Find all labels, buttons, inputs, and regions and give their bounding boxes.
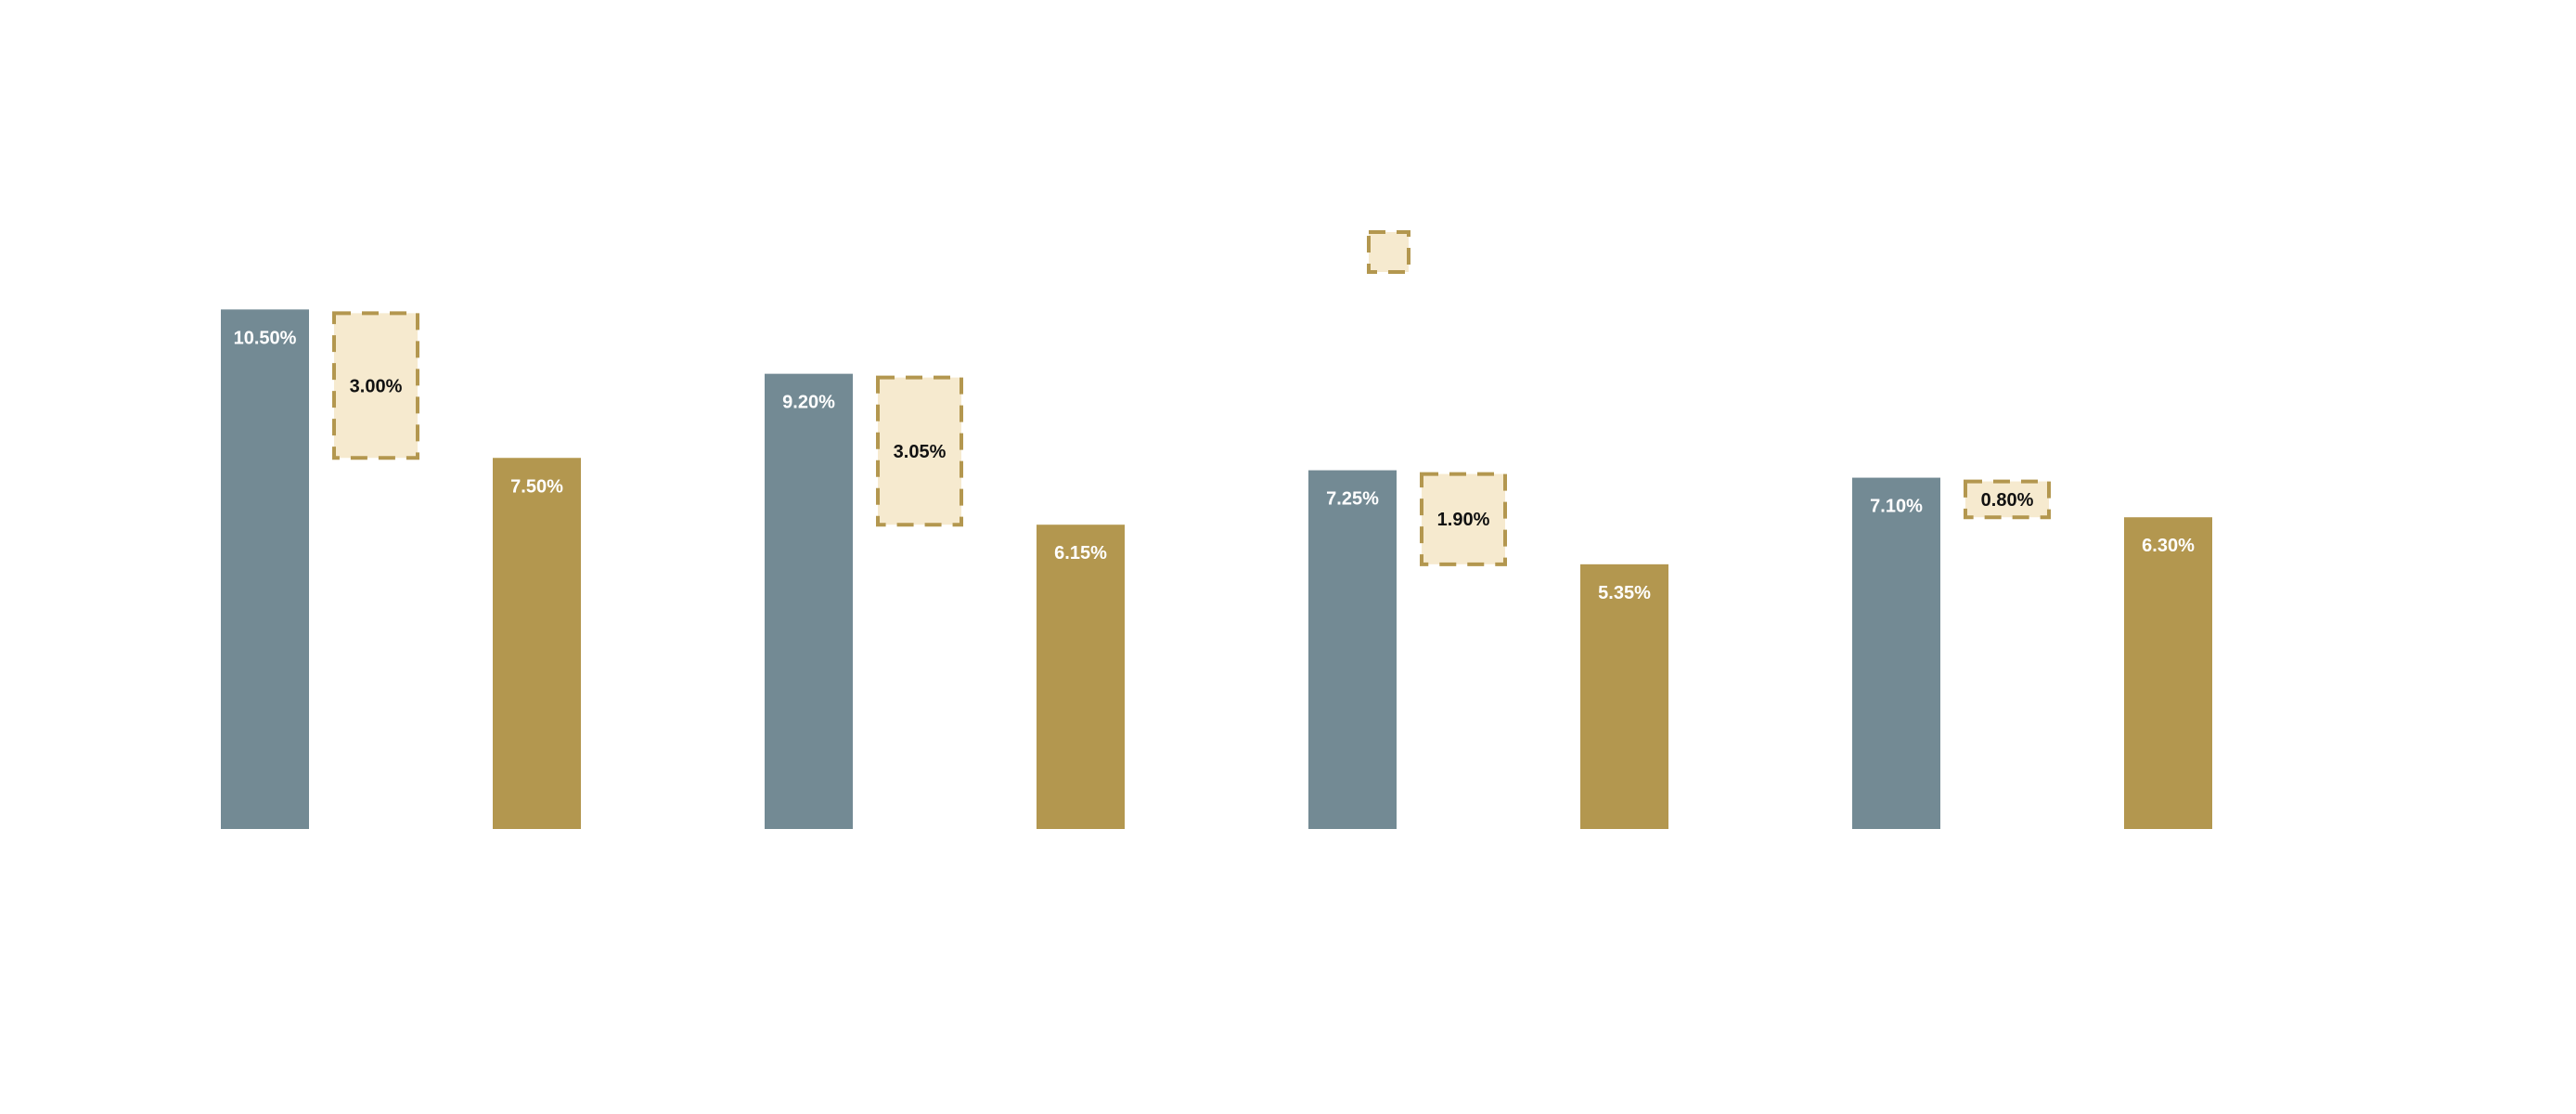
bar-series2-2 xyxy=(1580,563,1668,829)
difference-label-3: 0.80% xyxy=(1981,490,2034,511)
difference-label-0: 3.00% xyxy=(350,376,403,396)
bar-label-series1-2: 7.25% xyxy=(1326,489,1379,510)
bar-series1-3 xyxy=(1852,477,1940,829)
difference-label-2: 1.90% xyxy=(1437,510,1490,530)
bar-label-series2-2: 5.35% xyxy=(1598,583,1651,603)
legend-difference-marker xyxy=(1367,230,1410,274)
bar-label-series1-0: 10.50% xyxy=(234,328,297,348)
bar-series1-0 xyxy=(221,309,309,830)
difference-box-0 xyxy=(332,311,419,460)
difference-box-2 xyxy=(1420,472,1507,566)
difference-box-3 xyxy=(1964,479,2051,520)
bar-label-series2-1: 6.15% xyxy=(1054,543,1107,563)
chart-marks: 10.50% 3.00% 7.50% 9.20% 3.05% 6.15% 7.25% 1.90… xyxy=(221,230,2212,830)
bar-label-series2-3: 6.30% xyxy=(2142,536,2195,556)
bar-series1-2 xyxy=(1308,470,1397,829)
bar-series2-1 xyxy=(1037,525,1125,829)
bar-label-series1-1: 9.20% xyxy=(782,393,835,413)
difference-box-1 xyxy=(876,375,963,527)
bar-series2-3 xyxy=(2124,517,2212,829)
bar-series2-0 xyxy=(493,458,581,829)
bar-label-series2-0: 7.50% xyxy=(510,476,563,497)
difference-label-1: 3.05% xyxy=(894,442,947,462)
bar-label-series1-3: 7.10% xyxy=(1870,497,1923,517)
bar-series1-1 xyxy=(765,373,853,829)
